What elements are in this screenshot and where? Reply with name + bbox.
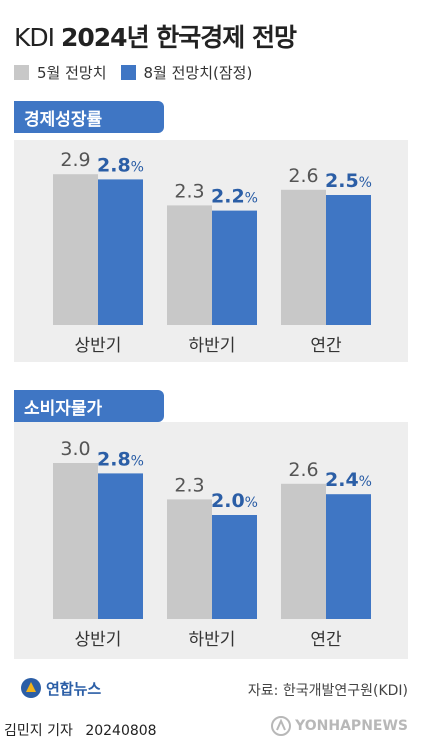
growth-value-label-may-1: 2.3 [174, 180, 204, 202]
legend-label-aug: 8월 전망치(잠정) [143, 64, 253, 82]
growth-chart-title: 경제성장률 [14, 101, 164, 133]
title-main: 2024년 한국경제 전망 [60, 23, 297, 52]
growth-unit-label-0: % [131, 159, 144, 175]
logo-text: 연합뉴스 [46, 679, 102, 698]
growth-bar-aug-0 [98, 179, 143, 325]
cpi-bar-may-2 [281, 483, 326, 619]
growth-bar-may-0 [53, 174, 98, 325]
cpi-bar-aug-1 [212, 515, 257, 619]
legend-swatch-may [14, 65, 29, 80]
legend-label-may: 5월 전망치 [37, 64, 107, 82]
cpi-bar-aug-2 [326, 494, 371, 619]
growth-bar-aug-1 [212, 210, 257, 325]
cpi-bar-may-0 [53, 463, 98, 619]
source-note: 자료: 한국개발연구원(KDI) [247, 683, 408, 699]
legend-swatch-aug [120, 65, 136, 80]
growth-unit-label-1: % [245, 191, 258, 207]
title-prefix: KDI [14, 23, 55, 52]
cpi-bar-aug-0 [98, 473, 143, 619]
growth-tick-label-h1: 상반기 [74, 336, 122, 356]
growth-bar-aug-2 [326, 195, 371, 325]
watermark: YONHAPNEWS [271, 716, 408, 736]
cpi-value-label-may-0: 3.0 [60, 438, 90, 460]
cpi-value-label-aug-0: 2.8% [97, 448, 144, 470]
legend: 5월 전망치 8월 전망치(잠정) [14, 62, 266, 83]
cpi-value-label-may-1: 2.3 [174, 474, 204, 496]
page-title: KDI 2024년 한국경제 전망 [14, 18, 297, 54]
cpi-bar-may-1 [167, 499, 212, 619]
growth-value-label-may-2: 2.6 [288, 165, 318, 187]
growth-unit-label-2: % [359, 175, 372, 191]
reporter-name: 김민지 기자 [4, 723, 73, 739]
growth-bar-may-2 [281, 189, 326, 325]
legend-item-aug: 8월 전망치(잠정) [120, 62, 253, 83]
watermark-icon [271, 716, 292, 736]
cpi-value-label-aug-1: 2.0% [211, 490, 258, 512]
yonhap-logo: 연합뉴스 [20, 677, 101, 699]
yonhap-logo-icon [21, 678, 41, 698]
cpi-tick-label-h1: 상반기 [74, 630, 122, 650]
cpi-value-label-may-2: 2.6 [288, 459, 318, 481]
cpi-unit-label-1: % [245, 495, 258, 511]
byline: 김민지 기자 20240808 [4, 720, 157, 740]
cpi-chart-title: 소비자물가 [14, 390, 164, 422]
growth-value-label-aug-2: 2.5% [325, 170, 372, 192]
cpi-unit-label-0: % [131, 453, 144, 469]
growth-value-label-may-0: 2.9 [60, 149, 90, 171]
legend-item-may: 5월 전망치 [14, 62, 107, 83]
watermark-text: YONHAPNEWS [295, 718, 408, 734]
cpi-tick-label-h2: 하반기 [188, 630, 236, 650]
cpi-unit-label-2: % [359, 474, 372, 490]
cpi-tick-label-annual: 연간 [310, 630, 342, 650]
growth-bar-may-1 [167, 205, 212, 325]
publish-date: 20240808 [85, 723, 157, 739]
growth-value-label-aug-0: 2.8% [97, 154, 144, 176]
growth-value-label-aug-1: 2.2% [211, 186, 258, 208]
growth-tick-label-h2: 하반기 [188, 336, 236, 356]
growth-tick-label-annual: 연간 [310, 336, 342, 356]
cpi-value-label-aug-2: 2.4% [325, 469, 372, 491]
